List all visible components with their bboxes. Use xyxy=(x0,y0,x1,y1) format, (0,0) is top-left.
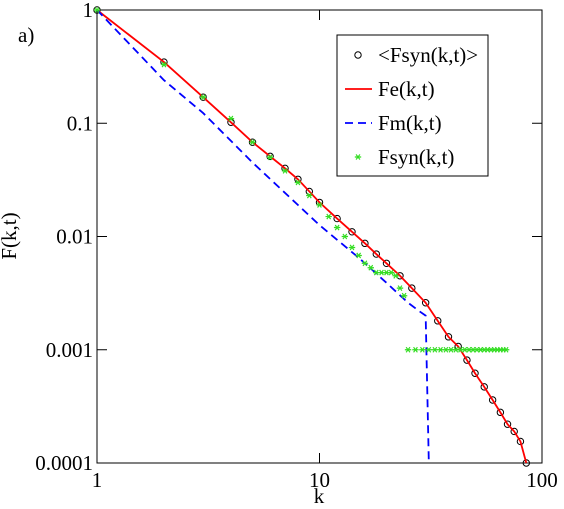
point xyxy=(333,214,341,223)
point xyxy=(431,346,439,353)
point xyxy=(160,61,168,68)
series-line xyxy=(96,9,430,464)
point xyxy=(294,179,302,186)
point xyxy=(266,154,274,161)
point xyxy=(93,7,101,13)
point xyxy=(355,252,362,259)
point xyxy=(434,317,442,325)
point xyxy=(488,396,497,404)
point xyxy=(502,346,510,353)
y-tick-label: 0.001 xyxy=(46,338,93,362)
point xyxy=(348,228,356,236)
point xyxy=(372,250,380,258)
annotation: a) xyxy=(18,23,34,47)
point xyxy=(421,299,430,307)
point xyxy=(412,346,419,353)
x-tick-label: 10 xyxy=(309,468,330,492)
point xyxy=(503,420,512,428)
point xyxy=(425,346,433,353)
point xyxy=(325,213,332,220)
point xyxy=(316,202,323,208)
legend-marker xyxy=(354,154,362,160)
point xyxy=(382,259,391,267)
point xyxy=(400,292,408,299)
legend-label: <Fsyn(k,t)> xyxy=(378,43,478,67)
point xyxy=(480,383,488,391)
point xyxy=(471,369,479,377)
y-tick-label: 0.1 xyxy=(67,111,93,135)
legend-box xyxy=(336,34,489,177)
point xyxy=(199,94,207,101)
legend-label: Fm(k,t) xyxy=(378,111,442,135)
point xyxy=(306,192,313,199)
y-tick-label: 0.01 xyxy=(56,225,93,249)
point xyxy=(396,285,404,292)
point xyxy=(348,244,356,251)
x-axis-label: k xyxy=(314,484,325,508)
point xyxy=(404,346,412,353)
y-tick-label: 1 xyxy=(83,0,94,22)
point xyxy=(341,233,349,240)
point xyxy=(367,264,374,271)
point xyxy=(437,346,444,353)
point xyxy=(408,284,416,292)
legend-label: Fe(k,t) xyxy=(378,77,435,101)
point xyxy=(227,115,235,122)
x-tick-label: 100 xyxy=(526,468,558,492)
x-tick-label: 1 xyxy=(92,468,103,492)
point xyxy=(392,272,399,279)
point xyxy=(361,260,369,267)
point xyxy=(419,346,426,353)
legend-marker xyxy=(354,51,362,59)
point xyxy=(361,239,369,248)
point xyxy=(333,224,341,231)
point xyxy=(463,356,471,364)
point xyxy=(444,333,453,341)
y-tick-label: 0.0001 xyxy=(35,451,93,475)
point xyxy=(496,408,505,417)
point xyxy=(249,139,256,146)
point xyxy=(510,427,518,436)
point xyxy=(387,269,395,276)
point xyxy=(281,167,289,174)
series-line xyxy=(96,9,528,464)
y-axis-label: F(k,t) xyxy=(0,212,21,259)
legend-label: Fsyn(k,t) xyxy=(378,145,454,169)
point xyxy=(266,152,274,161)
